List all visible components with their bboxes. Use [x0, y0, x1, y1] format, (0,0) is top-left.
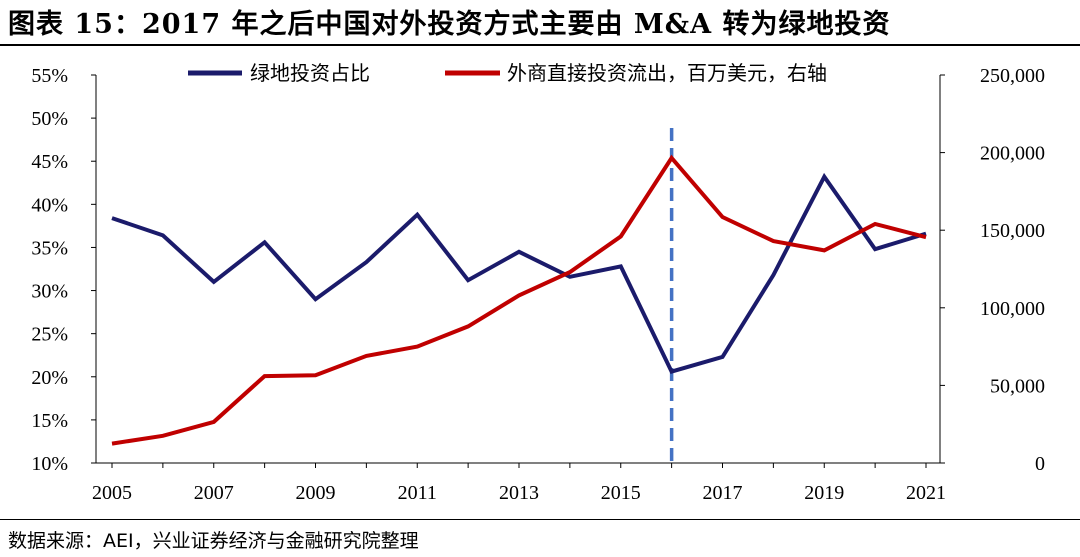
right-axis: 0 50,000 100,000 150,000 200,000 250,000: [940, 65, 1045, 475]
right-tick-label: 100,000: [980, 298, 1045, 320]
series-line-odi-outflow: [111, 154, 927, 446]
series-group: [111, 154, 927, 446]
left-tick-label: 40%: [31, 194, 68, 216]
right-tick-label: 150,000: [980, 220, 1045, 242]
left-tick-label: 45%: [31, 151, 68, 173]
x-tick-label: 2013: [499, 482, 539, 504]
title-underline: [0, 44, 1080, 46]
right-tick-label: 200,000: [980, 143, 1045, 165]
source-note: 数据来源：AEI，兴业证券经济与金融研究院整理: [8, 530, 419, 552]
x-tick-label: 2007: [194, 482, 234, 504]
left-tick-label: 25%: [31, 324, 68, 346]
left-axis: 10% 15% 20% 25% 30% 35% 40% 45% 50% 55%: [31, 65, 96, 475]
x-tick-label: 2015: [601, 482, 641, 504]
x-tick-label: 2009: [296, 482, 336, 504]
legend-label-odi-outflow: 外商直接投资流出，百万美元，右轴: [507, 61, 827, 85]
plot-frame: [95, 75, 941, 464]
x-tick-label: 2019: [804, 482, 844, 504]
x-tick-label: 2005: [92, 482, 132, 504]
left-tick-label: 55%: [31, 65, 68, 87]
left-tick-label: 30%: [31, 281, 68, 303]
series-line-greenfield-share: [111, 172, 927, 374]
left-tick-label: 50%: [31, 108, 68, 130]
left-tick-label: 35%: [31, 237, 68, 259]
legend: 绿地投资占比 外商直接投资流出，百万美元，右轴: [188, 61, 827, 85]
chart: 10% 15% 20% 25% 30% 35% 40% 45% 50% 55% 0 50,000 10…: [31, 61, 1045, 504]
chart-title: 图表 15：2017 年之后中国对外投资方式主要由 M&A 转为绿地投资: [8, 9, 891, 40]
legend-label-greenfield: 绿地投资占比: [250, 61, 370, 85]
right-tick-label: 0: [1035, 453, 1045, 475]
right-tick-label: 50,000: [990, 375, 1045, 397]
x-tick-label: 2021: [906, 482, 946, 504]
x-tick-label: 2011: [398, 482, 437, 504]
left-tick-label: 15%: [31, 410, 68, 432]
x-axis: 2005 2007 2009 2011 2013 2015 2017 2019 2021: [92, 463, 946, 504]
right-tick-label: 250,000: [980, 65, 1045, 87]
left-tick-label: 10%: [31, 453, 68, 475]
x-tick-label: 2017: [703, 482, 743, 504]
left-tick-label: 20%: [31, 367, 68, 389]
source-divider: [0, 519, 1080, 520]
